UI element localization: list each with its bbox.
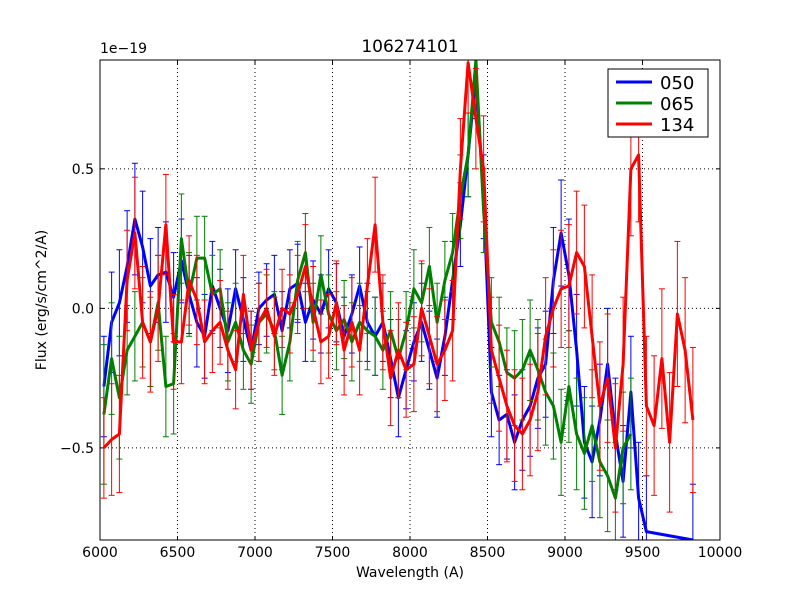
x-tick-label: 6000 bbox=[82, 545, 118, 561]
x-tick-label: 9500 bbox=[625, 545, 661, 561]
legend-label-065: 065 bbox=[660, 94, 694, 115]
y-axis-label: Flux (erg/s/cm^2/A) bbox=[34, 230, 50, 370]
legend-entry-065: 065 bbox=[616, 94, 694, 115]
legend: 050 065 134 bbox=[607, 68, 709, 138]
chart-title: 106274101 bbox=[361, 37, 458, 57]
axis-ticks: 6000 6500 7000 7500 8000 8500 9000 9500 10000 −0.… bbox=[60, 60, 742, 561]
legend-label-050: 050 bbox=[660, 73, 694, 94]
legend-entry-134: 134 bbox=[616, 115, 694, 136]
x-axis-label: Wavelength (A) bbox=[356, 565, 464, 581]
x-tick-label: 9000 bbox=[547, 545, 583, 561]
legend-entry-050: 050 bbox=[616, 73, 694, 94]
legend-label-134: 134 bbox=[660, 115, 694, 136]
series-134 bbox=[100, 60, 696, 513]
x-tick-label: 8500 bbox=[470, 545, 506, 561]
y-tick-label: 0.5 bbox=[72, 162, 94, 178]
series-plot-area bbox=[100, 60, 696, 540]
series-line-134 bbox=[102, 61, 695, 450]
x-tick-label: 6500 bbox=[160, 545, 196, 561]
series-line-050 bbox=[102, 75, 694, 540]
y-tick-label: −0.5 bbox=[60, 441, 94, 457]
y-tick-label: 0.0 bbox=[72, 301, 94, 317]
x-tick-label: 10000 bbox=[698, 545, 743, 561]
x-tick-label: 8000 bbox=[392, 545, 428, 561]
x-tick-label: 7000 bbox=[237, 545, 273, 561]
x-tick-label: 7500 bbox=[315, 545, 351, 561]
plot-frame bbox=[99, 59, 721, 541]
y-axis-multiplier: 1e−19 bbox=[100, 41, 147, 57]
